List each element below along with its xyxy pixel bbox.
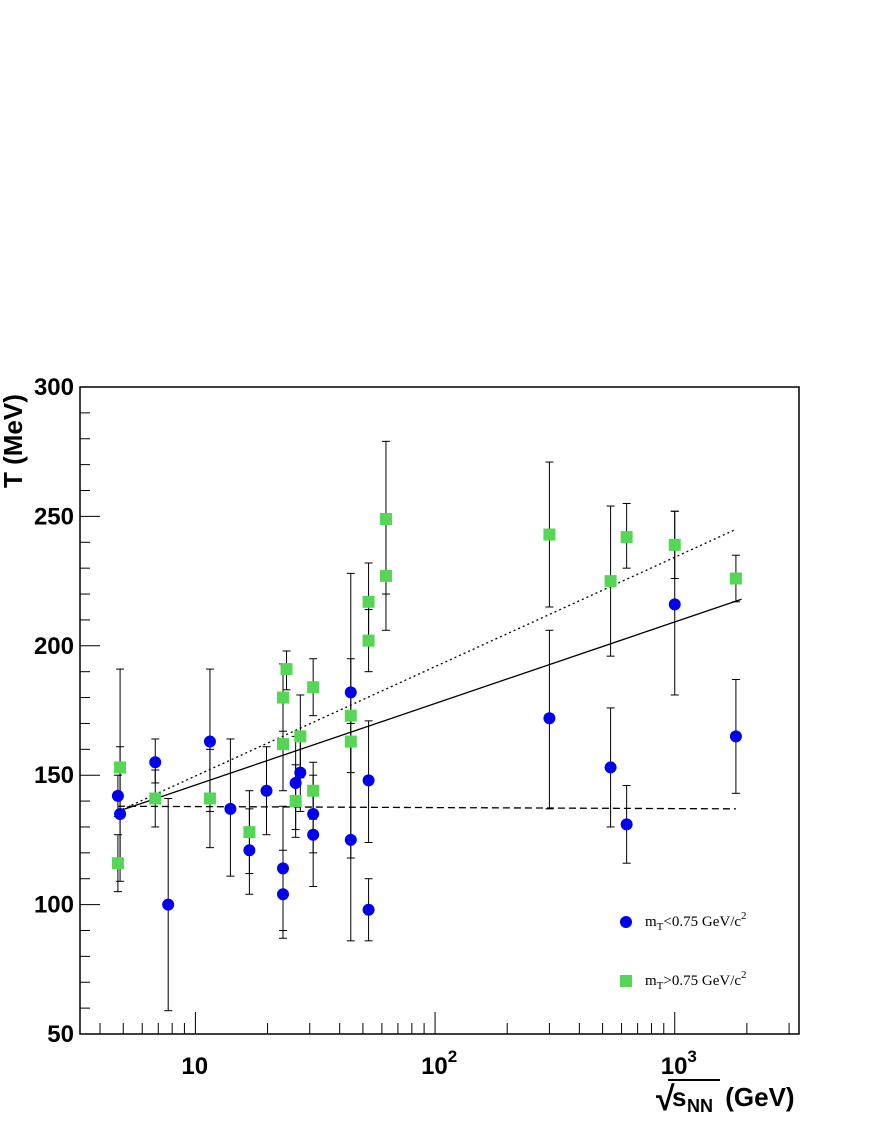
x-tick-label: 102 xyxy=(421,1047,457,1080)
data-point-circle xyxy=(260,784,273,797)
x-axis-title-radical: √ xyxy=(656,1080,675,1118)
y-tick-label: 250 xyxy=(34,503,74,530)
fit-lines xyxy=(117,528,742,813)
data-point-square xyxy=(307,681,320,694)
fit-line-dotted xyxy=(117,528,737,813)
fit-line-dashed xyxy=(117,805,736,810)
data-point-circle xyxy=(203,735,216,748)
data-point-square xyxy=(620,531,633,544)
data-point-square xyxy=(149,792,162,805)
data-point-circle xyxy=(276,888,289,901)
data-point-circle xyxy=(604,761,617,774)
data-point-square xyxy=(280,663,293,676)
legend-circle-marker xyxy=(620,916,632,928)
data-point-circle xyxy=(344,833,357,846)
data-markers xyxy=(111,512,742,916)
data-point-circle xyxy=(294,766,307,779)
x-axis-title-base: s xyxy=(672,1082,686,1112)
data-point-circle xyxy=(162,898,175,911)
x-axis-title-sub: NN xyxy=(687,1096,713,1116)
data-point-square xyxy=(114,761,127,774)
data-point-square xyxy=(294,730,307,743)
data-point-square xyxy=(276,691,289,704)
data-point-circle xyxy=(344,686,357,699)
data-point-circle xyxy=(111,789,124,802)
data-point-square xyxy=(362,634,375,647)
data-point-circle xyxy=(149,756,162,769)
y-tick-label: 150 xyxy=(34,762,74,789)
data-point-circle xyxy=(307,828,320,841)
data-point-square xyxy=(276,738,289,751)
y-tick-label: 100 xyxy=(34,892,74,919)
y-tick-label: 50 xyxy=(47,1021,74,1048)
data-point-square xyxy=(344,709,357,722)
data-point-circle xyxy=(307,808,320,821)
data-point-square xyxy=(362,595,375,608)
data-point-square xyxy=(203,792,216,805)
data-point-square xyxy=(543,528,556,541)
data-point-circle xyxy=(362,774,375,787)
fit-line-solid xyxy=(117,598,742,813)
x-tick-label: 10 xyxy=(181,1053,208,1080)
data-point-circle xyxy=(289,776,302,789)
data-point-circle xyxy=(620,818,633,831)
axis-ticks xyxy=(80,386,790,1035)
data-point-square xyxy=(729,572,742,585)
data-point-square xyxy=(307,784,320,797)
data-point-square xyxy=(379,512,392,525)
legend: mT<0.75 GeV/c2 mT>0.75 GeV/c2 xyxy=(620,910,747,992)
data-point-square xyxy=(111,857,124,870)
legend-label-high-mt: mT>0.75 GeV/c2 xyxy=(645,969,747,992)
y-axis-title: T (MeV) xyxy=(0,394,28,488)
tick-labels: 50 100 150 200 250 300 10 102 103 xyxy=(34,374,697,1080)
legend-label-low-mt: mT<0.75 GeV/c2 xyxy=(645,910,747,933)
x-axis-title-rest: (GeV) xyxy=(718,1082,795,1112)
data-point-circle xyxy=(362,903,375,916)
data-point-circle xyxy=(668,598,681,611)
data-point-square xyxy=(344,735,357,748)
data-point-circle xyxy=(224,802,237,815)
data-point-square xyxy=(243,826,256,839)
data-point-square xyxy=(379,569,392,582)
x-tick-label: 103 xyxy=(661,1047,697,1080)
data-point-circle xyxy=(543,712,556,725)
data-point-circle xyxy=(114,808,127,821)
data-point-square xyxy=(604,575,617,588)
plot-frame xyxy=(79,386,800,1035)
data-point-circle xyxy=(276,862,289,875)
data-point-square xyxy=(289,795,302,808)
data-point-circle xyxy=(243,844,256,857)
y-tick-label: 200 xyxy=(34,633,74,660)
data-point-circle xyxy=(729,730,742,743)
x-axis-title: √ s NN (GeV) xyxy=(656,1079,795,1118)
data-point-square xyxy=(668,538,681,551)
y-tick-label: 300 xyxy=(34,374,74,401)
legend-square-marker xyxy=(620,975,632,987)
